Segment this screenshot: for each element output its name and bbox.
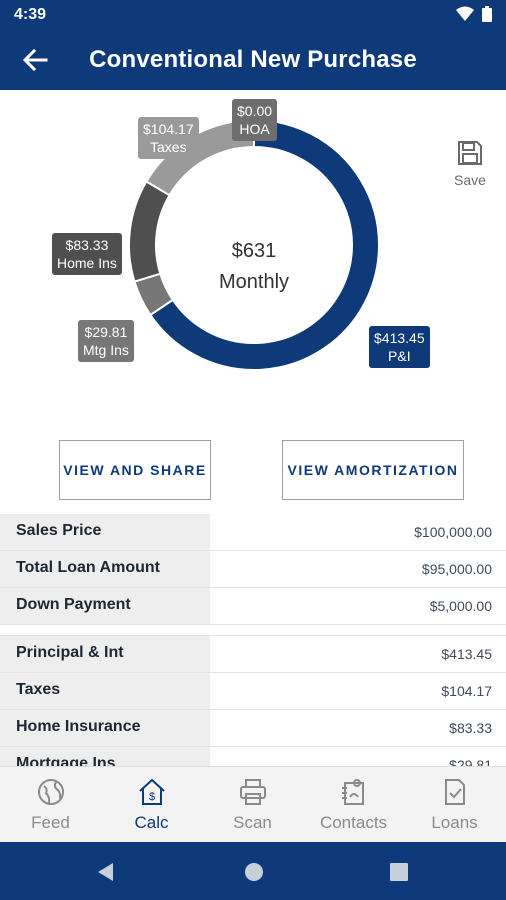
nav-label-scan: Scan [233, 813, 272, 832]
table-row: Down Payment $5,000.00 [0, 588, 506, 625]
donut-slice-home-ins[interactable] [128, 180, 171, 283]
row-value: $83.33 [449, 720, 492, 736]
save-button[interactable]: Save [448, 140, 492, 188]
nav-label-contacts: Contacts [319, 813, 388, 832]
slice-label-hoa-value: $0.00 [237, 103, 273, 119]
row-value: $100,000.00 [414, 524, 492, 540]
slice-label-mtg-ins: $29.81 Mtg Ins [78, 320, 134, 362]
slice-label-taxes: $104.17 Taxes [138, 117, 199, 159]
printer-icon [239, 779, 266, 805]
page-title: Conventional New Purchase [89, 46, 417, 73]
nav-item-feed[interactable]: Feed [0, 767, 101, 843]
payment-donut-chart[interactable] [0, 90, 506, 435]
view-amortization-button[interactable]: VIEW AMORTIZATION [282, 440, 464, 500]
row-value: $95,000.00 [421, 561, 492, 577]
globe-icon [37, 779, 64, 805]
slice-label-mtg-ins-value: $29.81 [84, 324, 128, 340]
nav-label-feed: Feed [31, 813, 70, 832]
slice-label-hoa: $0.00 HOA [232, 99, 278, 141]
row-label: Down Payment [0, 588, 210, 624]
chart-center-caption: Monthly [218, 271, 290, 293]
slice-label-pi-value: $413.45 [374, 330, 425, 346]
slice-label-taxes-value: $104.17 [143, 121, 194, 137]
status-bar: 4:39 [0, 0, 506, 30]
slice-label-pi: $413.45 P&I [369, 326, 430, 368]
nav-label-loans: Loans [431, 813, 478, 832]
row-label: Home Insurance [0, 710, 210, 746]
row-label: Taxes [0, 673, 210, 709]
svg-text:$: $ [148, 791, 154, 803]
view-and-share-button[interactable]: VIEW AND SHARE [59, 440, 211, 500]
system-home-icon[interactable] [243, 861, 265, 883]
loan-doc-icon [444, 779, 465, 805]
row-value: $413.45 [441, 646, 492, 662]
nav-item-contacts[interactable]: Contacts [303, 767, 404, 843]
table-row: Total Loan Amount $95,000.00 [0, 551, 506, 588]
battery-icon [482, 6, 492, 22]
table-row: Principal & Int $413.45 [0, 636, 506, 673]
table-group-gap [0, 625, 506, 636]
table-row: Taxes $104.17 [0, 673, 506, 710]
slice-label-mtg-ins-name: Mtg Ins [83, 342, 129, 358]
slice-label-hoa-name: HOA [239, 121, 270, 137]
system-recents-icon[interactable] [390, 863, 408, 881]
save-floppy-icon [458, 141, 482, 165]
save-label: Save [454, 172, 486, 188]
loan-summary-table: Sales Price $100,000.00 Total Loan Amount… [0, 514, 506, 784]
row-label: Sales Price [0, 514, 210, 550]
back-arrow-icon[interactable] [18, 44, 52, 76]
nav-item-scan[interactable]: Scan [202, 767, 303, 843]
calc-home-icon: $ [138, 778, 165, 805]
slice-label-pi-name: P&I [388, 348, 411, 364]
system-navigation-bar [0, 842, 506, 900]
slice-label-home-ins-name: Home Ins [57, 255, 117, 271]
table-row: Home Insurance $83.33 [0, 710, 506, 747]
app-bar: Conventional New Purchase [0, 30, 506, 90]
contacts-icon [341, 779, 364, 805]
chart-center-amount: $631 [231, 240, 277, 262]
row-label: Principal & Int [0, 636, 210, 672]
row-value: $104.17 [441, 683, 492, 699]
nav-item-loans[interactable]: Loans [404, 767, 505, 843]
donut-slice-p-i[interactable] [149, 118, 380, 371]
slice-label-taxes-name: Taxes [150, 139, 187, 155]
slice-label-home-ins: $83.33 Home Ins [52, 233, 122, 275]
wifi-icon [456, 6, 474, 21]
bottom-navigation: Feed $ Calc Scan Contacts Loans [0, 766, 506, 843]
status-icons [456, 6, 492, 22]
slice-label-home-ins-value: $83.33 [65, 237, 109, 253]
row-label: Total Loan Amount [0, 551, 210, 587]
status-time: 4:39 [14, 6, 47, 23]
nav-label-calc: Calc [134, 813, 169, 832]
system-back-icon[interactable] [96, 862, 114, 882]
nav-item-calc[interactable]: $ Calc [101, 767, 202, 843]
payment-chart-area: $631 Monthly $413.45 P&I $29.81 Mtg Ins … [0, 90, 506, 435]
table-row: Sales Price $100,000.00 [0, 514, 506, 551]
row-value: $5,000.00 [429, 598, 492, 614]
